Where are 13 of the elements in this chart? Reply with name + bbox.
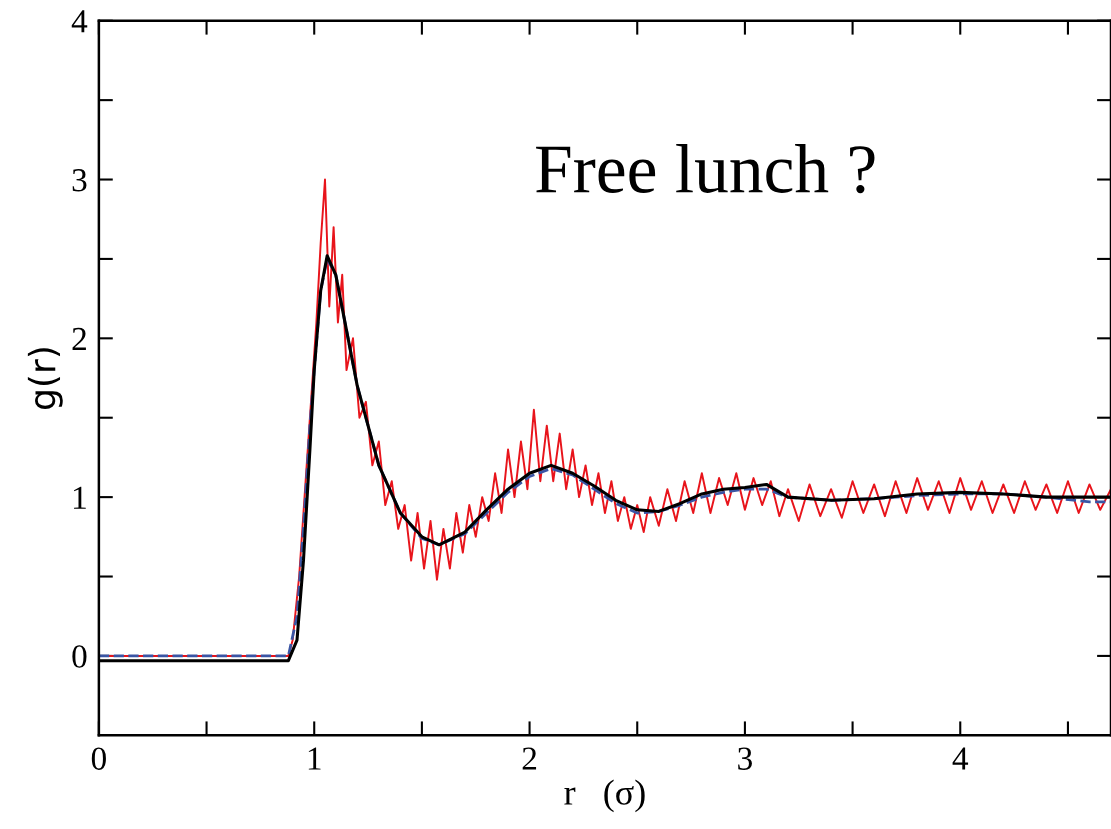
- x-tick-label: 4: [952, 747, 969, 770]
- y-tick-label: 2: [72, 327, 86, 350]
- x-tick-label: 0: [91, 747, 106, 770]
- y-tick-label: 4: [71, 10, 88, 33]
- y-tick-label: 3: [72, 169, 87, 192]
- x-axis-title: r (σ): [564, 779, 645, 813]
- x-tick-label: 3: [738, 747, 752, 770]
- y-tick-label: 0: [72, 645, 87, 668]
- x-tick-label: 1: [308, 747, 321, 770]
- y-axis-title: g(r): [27, 348, 63, 410]
- y-tick-label: 1: [74, 486, 86, 509]
- annotation: Free lunch ?: [536, 144, 875, 194]
- x-tick-label: 2: [522, 747, 537, 770]
